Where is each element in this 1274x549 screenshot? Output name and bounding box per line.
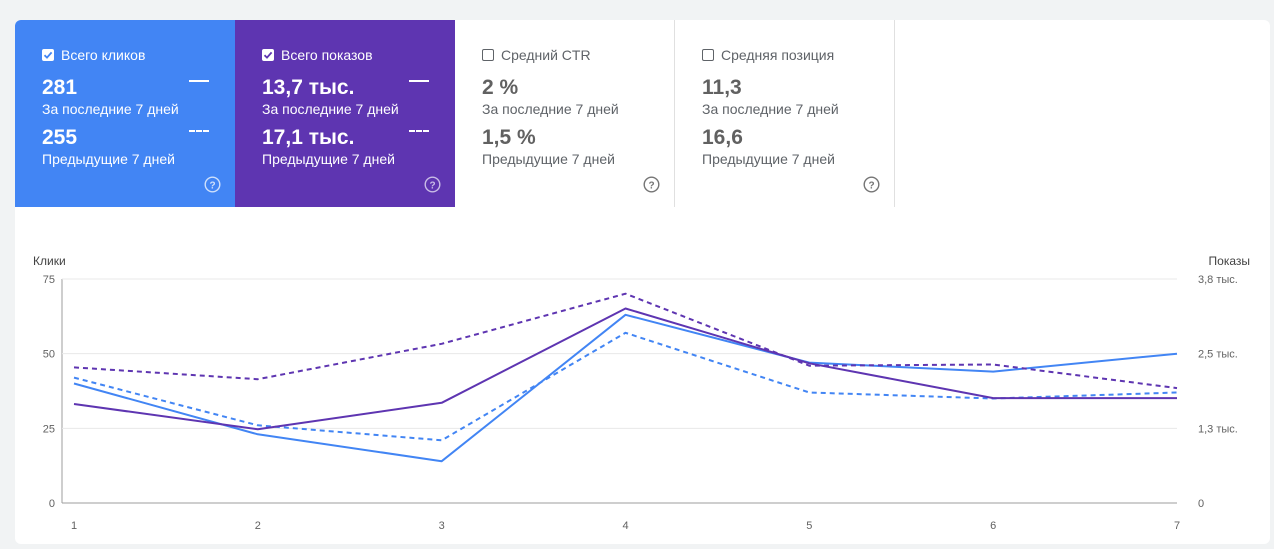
metric-card-clicks[interactable]: Всего кликов 281 За последние 7 дней 255…: [15, 20, 235, 207]
x-tick-label: 7: [1174, 520, 1180, 532]
clicks-previous-period: Предыдущие 7 дней: [42, 151, 175, 167]
current-period-legend-line: [189, 80, 209, 82]
help-icon[interactable]: ?: [204, 176, 221, 193]
impressions-checkbox[interactable]: [262, 49, 274, 61]
clicks-previous-line: [73, 331, 1178, 442]
performance-chart: Клики Показы 0 025 1,3 тыс.50 2,5 тыс.75 3,8…: [33, 254, 1250, 532]
ctr-label: Средний CTR: [501, 47, 591, 63]
y-axis-label-clicks: Клики: [33, 254, 66, 268]
clicks-checkbox[interactable]: [42, 49, 54, 61]
position-current-value: 11,3: [702, 76, 742, 99]
position-checkbox[interactable]: [702, 49, 714, 61]
impressions-label: Всего показов: [281, 47, 373, 63]
svg-text:?: ?: [429, 180, 435, 191]
position-toggle-row: Средняя позиция: [702, 47, 894, 63]
y-tick-label: 0: [49, 498, 55, 510]
performance-panel: Всего кликов 281 За последние 7 дней 255…: [15, 20, 1270, 544]
x-tick-label: 6: [990, 520, 996, 532]
clicks-current-period: За последние 7 дней: [42, 101, 179, 117]
y2-tick-label: 0: [1198, 498, 1204, 510]
clicks-previous-value: 255: [42, 126, 78, 149]
y-tick-label: 25: [43, 423, 55, 435]
clicks-current-value: 281: [42, 76, 78, 99]
metric-card-impressions[interactable]: Всего показов 13,7 тыс. За последние 7 д…: [235, 20, 455, 207]
metric-card-ctr[interactable]: Средний CTR 2 % За последние 7 дней 1,5 …: [455, 20, 675, 207]
position-previous-period: Предыдущие 7 дней: [702, 151, 835, 167]
metric-card-position[interactable]: Средняя позиция 11,3 За последние 7 дней…: [675, 20, 895, 207]
current-period-legend-line: [409, 80, 429, 82]
help-icon[interactable]: ?: [424, 176, 441, 193]
help-icon[interactable]: ?: [863, 176, 880, 193]
clicks-toggle-row: Всего кликов: [42, 47, 235, 63]
x-tick-label: 3: [439, 520, 445, 532]
position-label: Средняя позиция: [721, 47, 835, 63]
impressions-previous-line: [73, 292, 1178, 390]
x-tick-label: 1: [71, 520, 77, 532]
previous-period-legend-line: [189, 130, 209, 132]
impressions-current-line: [73, 307, 1177, 431]
ctr-current-value: 2 %: [482, 76, 519, 99]
ctr-previous-value: 1,5 %: [482, 126, 536, 149]
svg-text:?: ?: [209, 180, 215, 191]
y-tick-label: 75: [43, 274, 55, 286]
ctr-previous-period: Предыдущие 7 дней: [482, 151, 615, 167]
svg-text:?: ?: [648, 180, 654, 191]
y2-tick-label: 1,3 тыс.: [1198, 423, 1238, 435]
x-tick-label: 2: [255, 520, 261, 532]
impressions-previous-value: 17,1 тыс.: [262, 126, 355, 149]
y2-tick-label: 3,8 тыс.: [1198, 274, 1238, 286]
x-tick-label: 4: [622, 520, 628, 532]
x-tick-label: 5: [806, 520, 812, 532]
y-axis-label-impressions: Показы: [1209, 254, 1250, 268]
position-current-period: За последние 7 дней: [702, 101, 839, 117]
clicks-current-line: [73, 313, 1178, 463]
svg-text:?: ?: [868, 180, 874, 191]
y-tick-label: 50: [43, 349, 55, 361]
ctr-toggle-row: Средний CTR: [482, 47, 674, 63]
clicks-label: Всего кликов: [61, 47, 146, 63]
impressions-toggle-row: Всего показов: [262, 47, 455, 63]
y2-tick-label: 2,5 тыс.: [1198, 349, 1238, 361]
ctr-current-period: За последние 7 дней: [482, 101, 619, 117]
impressions-current-period: За последние 7 дней: [262, 101, 399, 117]
previous-period-legend-line: [409, 130, 429, 132]
impressions-current-value: 13,7 тыс.: [262, 76, 355, 99]
ctr-checkbox[interactable]: [482, 49, 494, 61]
position-previous-value: 16,6: [702, 126, 743, 149]
impressions-previous-period: Предыдущие 7 дней: [262, 151, 395, 167]
help-icon[interactable]: ?: [643, 176, 660, 193]
